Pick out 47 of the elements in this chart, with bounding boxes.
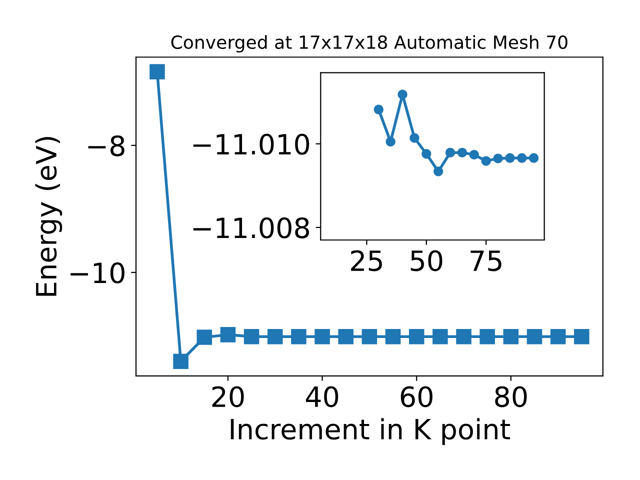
point — [291, 328, 306, 344]
point — [481, 156, 491, 166]
point — [422, 148, 432, 159]
point — [386, 136, 396, 147]
point — [196, 330, 212, 345]
x-tick-label: 80 — [495, 386, 527, 408]
x-tick-label: 40 — [306, 386, 338, 408]
x-tick-label: 50 — [410, 250, 442, 272]
x-tick-label: 60 — [400, 386, 432, 408]
point — [574, 328, 590, 344]
point — [150, 64, 165, 80]
point — [493, 154, 503, 164]
point — [385, 328, 401, 344]
y-axis-title: Energy (eV) — [35, 137, 62, 296]
point — [432, 328, 448, 344]
y-tick-label: −11.008 — [193, 217, 310, 238]
point — [469, 150, 479, 160]
point — [526, 328, 542, 344]
point — [244, 328, 260, 344]
point — [374, 104, 384, 114]
x-tick-label: 20 — [212, 386, 244, 408]
point — [505, 153, 515, 163]
point — [267, 328, 283, 344]
point — [528, 153, 539, 163]
y-tick-label: −11.010 — [193, 134, 310, 155]
point — [456, 328, 472, 344]
point — [503, 328, 519, 344]
chart-title: Converged at 17x17x18 Automatic Mesh 70 — [171, 35, 568, 53]
point — [173, 354, 188, 370]
point — [517, 153, 527, 163]
x-tick-label: 25 — [351, 250, 382, 272]
point — [550, 328, 566, 344]
point — [338, 328, 354, 344]
point — [433, 166, 444, 176]
y-tick-label: −10 — [70, 262, 124, 284]
y-tick-label: −8 — [88, 135, 124, 156]
point — [362, 328, 378, 344]
point — [408, 328, 424, 344]
point — [445, 148, 456, 158]
point — [480, 328, 495, 344]
x-axis-title: Increment in K point — [230, 418, 510, 446]
point — [410, 133, 420, 143]
point — [220, 327, 236, 342]
point — [457, 148, 468, 158]
point — [314, 328, 330, 344]
point — [398, 90, 408, 100]
x-tick-label: 75 — [470, 250, 502, 272]
